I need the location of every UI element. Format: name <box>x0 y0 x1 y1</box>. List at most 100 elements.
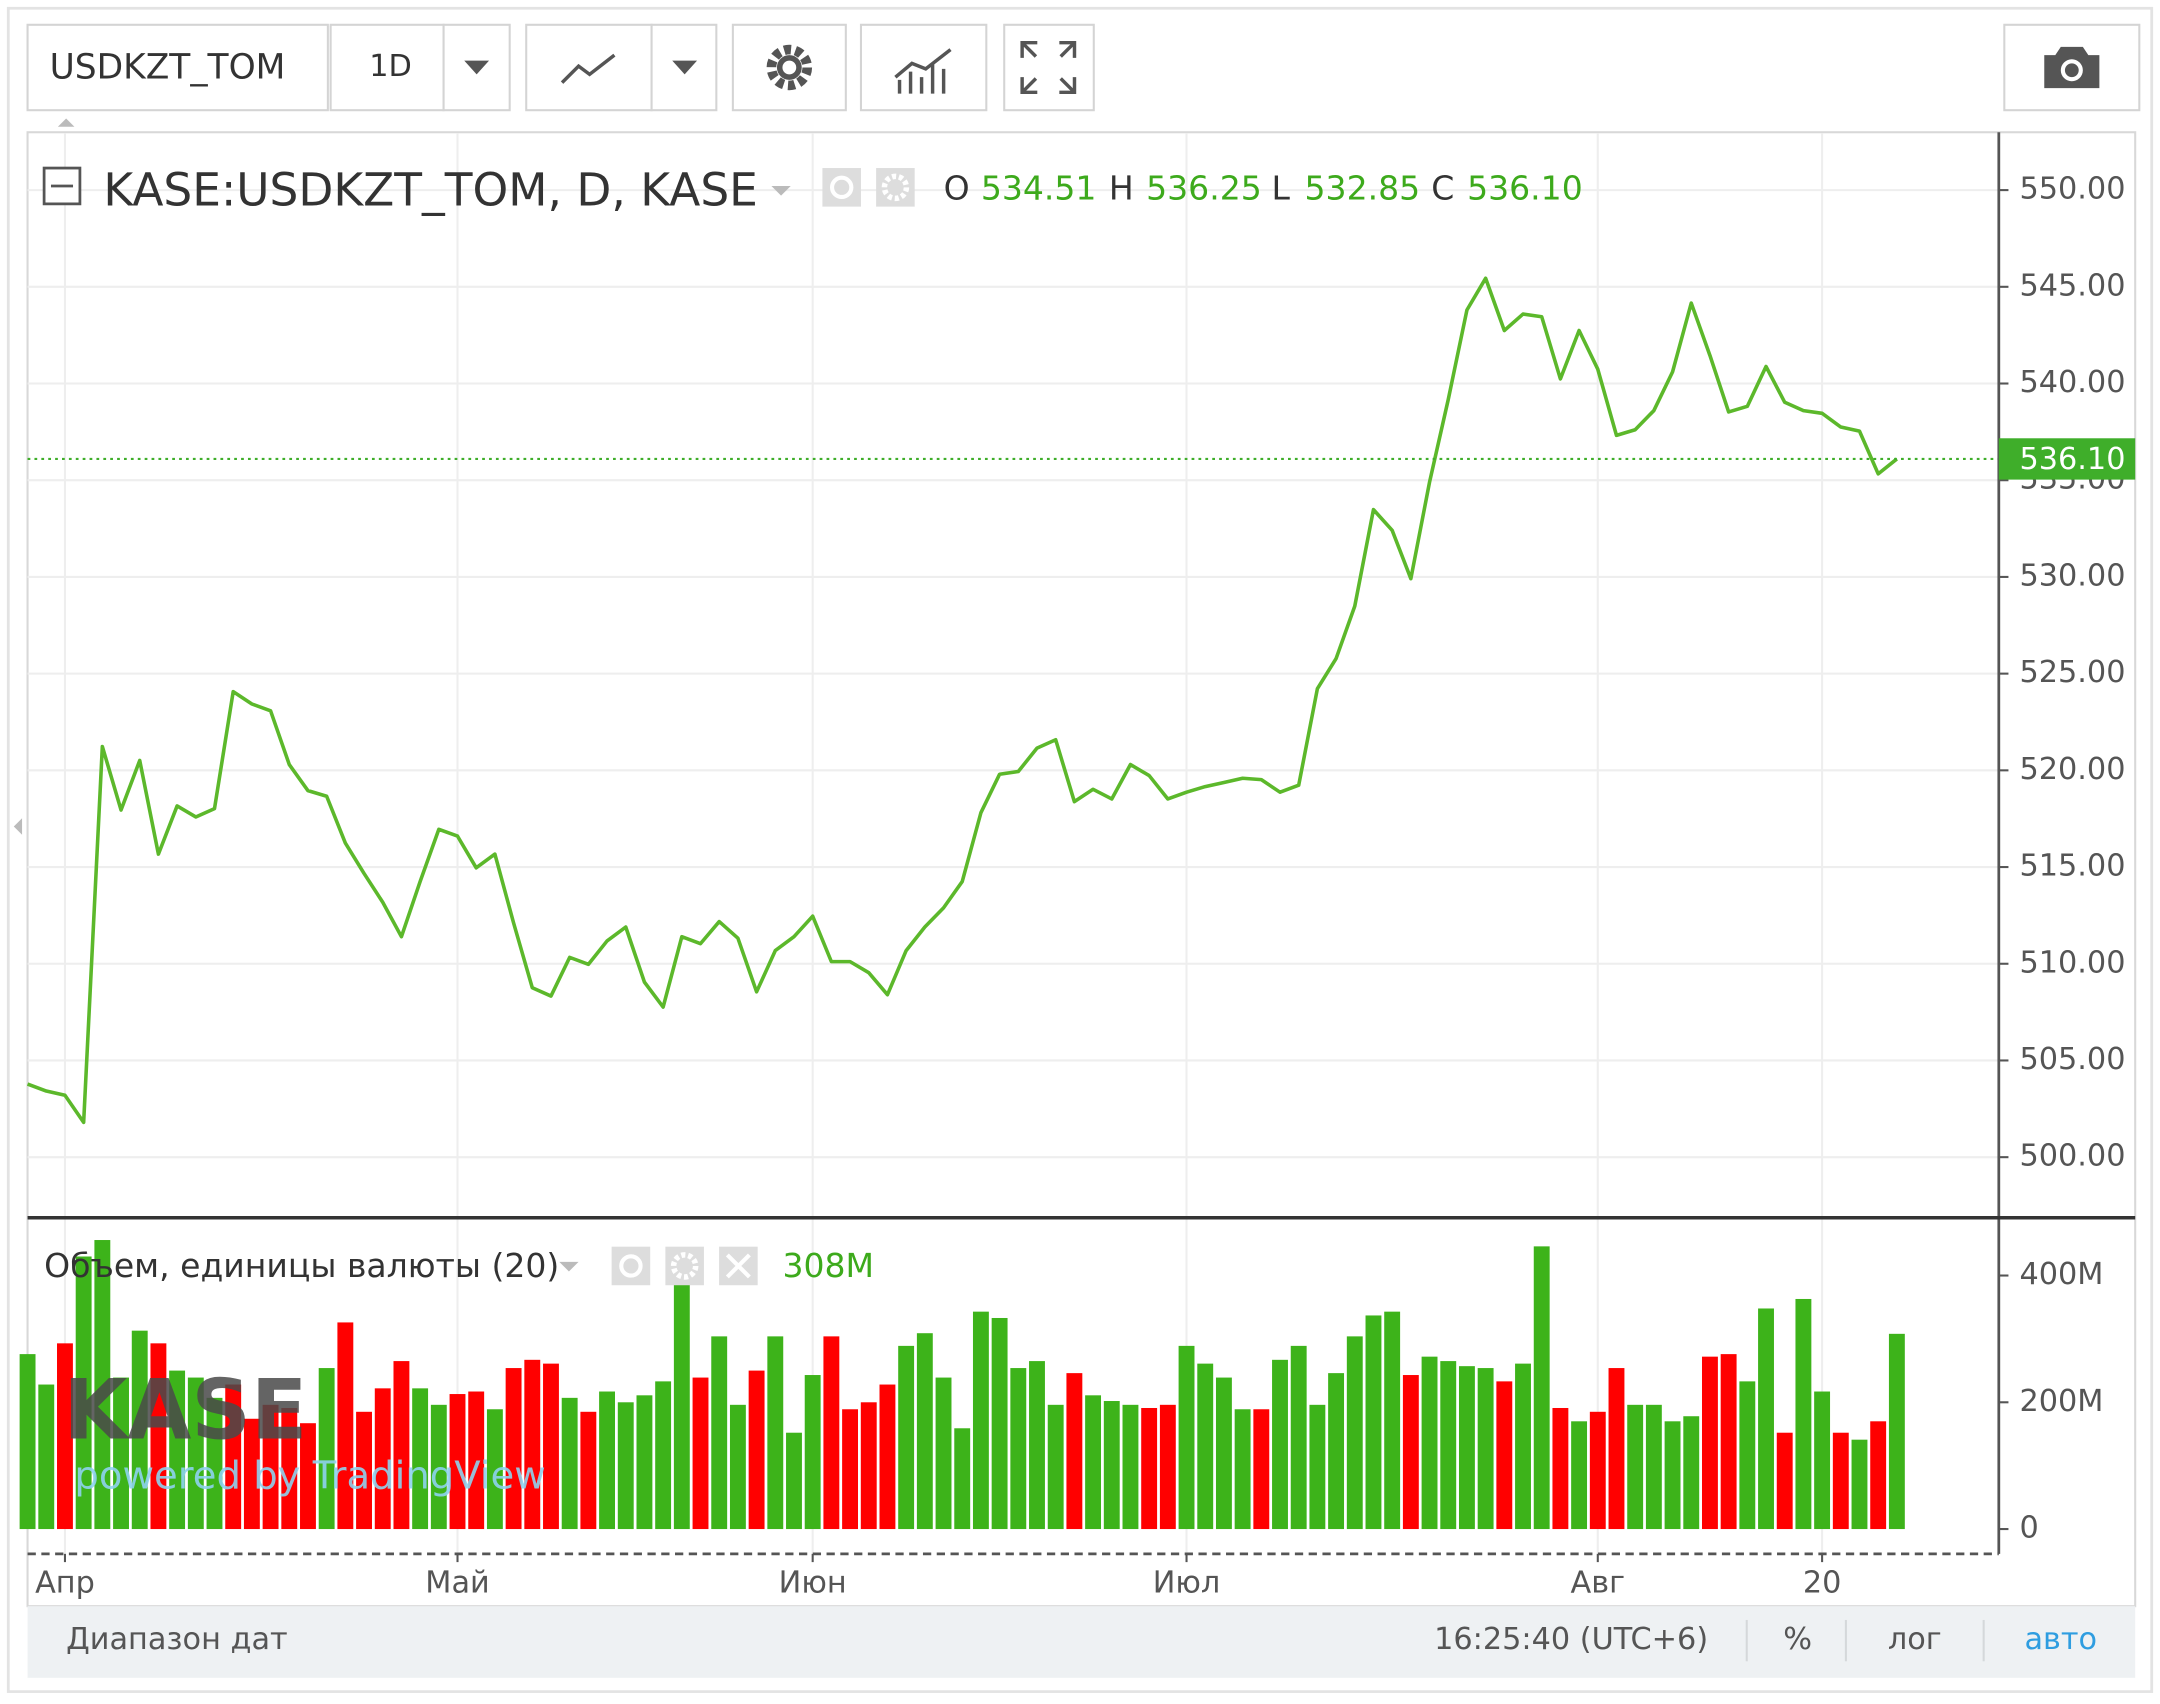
interval-button[interactable] <box>329 23 445 112</box>
volume-bar <box>318 1368 335 1530</box>
volume-bar <box>1477 1368 1494 1530</box>
volume-bar <box>1253 1409 1270 1530</box>
eye-icon <box>829 175 854 200</box>
y-tick-label: 200M <box>2019 1384 2103 1419</box>
legend-menu-arrow[interactable] <box>559 1261 579 1272</box>
camera-lens-inner <box>2064 63 2079 78</box>
volume-bar <box>842 1409 859 1530</box>
volume-bar <box>1627 1404 1644 1530</box>
volume-bar <box>1215 1377 1232 1530</box>
volume-bar <box>187 1377 204 1530</box>
chart-area <box>26 131 2137 1608</box>
volume-bar <box>1290 1345 1307 1530</box>
visibility-button[interactable] <box>822 168 861 207</box>
fullscreen-button[interactable] <box>1003 23 1095 112</box>
indicators-icon <box>894 48 952 94</box>
y-tick-label: 0 <box>2019 1511 2038 1546</box>
volume-legend: Объем, единицы валюты (20) 308M <box>44 1246 874 1286</box>
gear-icon <box>766 44 813 91</box>
volume-bar <box>1141 1407 1158 1530</box>
volume-bar <box>636 1395 653 1530</box>
volume-bar <box>1701 1356 1718 1530</box>
volume-bar <box>804 1375 821 1530</box>
volume-bar <box>524 1359 541 1530</box>
scroll-arrow <box>13 818 23 835</box>
volume-bar <box>300 1423 316 1530</box>
interval-text: 1D <box>369 49 412 84</box>
ohlc-label: L <box>1271 169 1290 208</box>
log-toggle[interactable]: лог <box>1888 1622 1942 1657</box>
percent-toggle[interactable]: % <box>1783 1622 1812 1657</box>
gear-icon <box>670 1252 699 1280</box>
volume-bar <box>1683 1416 1700 1530</box>
volume-bar <box>1085 1395 1102 1530</box>
y-tick-label: 545.00 <box>2019 268 2125 303</box>
series-title: KASE:USDKZT_TOM, D, KASE <box>103 163 758 216</box>
auto-toggle[interactable]: авто <box>2024 1622 2097 1657</box>
x-tick-label: Июн <box>779 1566 847 1601</box>
volume-bar <box>505 1368 522 1530</box>
volume-bar <box>786 1432 802 1530</box>
volume-bar <box>1832 1432 1849 1530</box>
date-range-button[interactable]: Диапазон дат <box>66 1622 288 1657</box>
volume-bar <box>75 1256 92 1530</box>
volume-bar <box>954 1428 971 1530</box>
y-tick-label: 540.00 <box>2019 365 2125 400</box>
volume-bar <box>374 1388 391 1530</box>
y-tick-label: 525.00 <box>2019 655 2125 690</box>
status-bar-background <box>27 1606 2136 1678</box>
y-tick-label: 510.00 <box>2019 945 2125 980</box>
volume-bar <box>1608 1368 1625 1530</box>
volume-bar <box>57 1343 73 1530</box>
volume-bar <box>1178 1345 1195 1530</box>
line-icon <box>560 53 616 84</box>
y-tick-label: 505.00 <box>2019 1042 2125 1077</box>
volume-bar <box>1234 1409 1251 1530</box>
volume-bar <box>991 1317 1008 1530</box>
volume-bar <box>150 1343 167 1530</box>
volume-bar <box>1159 1404 1176 1530</box>
legend-menu-arrow[interactable] <box>771 185 791 196</box>
volume-bar <box>729 1404 746 1530</box>
volume-bar <box>1533 1246 1550 1530</box>
scroll-arrow <box>57 118 75 127</box>
volume-bar <box>879 1384 896 1530</box>
volume-bar <box>1739 1381 1756 1530</box>
volume-bar <box>1328 1373 1345 1530</box>
volume-bar <box>1496 1381 1513 1530</box>
volume-bar <box>1720 1354 1737 1530</box>
volume-bar <box>935 1377 952 1530</box>
toolbar: USDKZT_TOM 1D <box>26 23 2141 112</box>
visibility-button[interactable] <box>611 1246 651 1286</box>
x-tick-label: Апр <box>35 1566 95 1601</box>
volume-bar <box>543 1363 559 1530</box>
volume-bar <box>94 1240 111 1530</box>
volume-bar <box>711 1336 728 1530</box>
volume-bar <box>430 1404 447 1530</box>
volume-bar <box>898 1345 915 1530</box>
volume-bar <box>1458 1366 1475 1530</box>
ohlc-value: 532.85 <box>1305 169 1421 208</box>
settings-button[interactable] <box>731 23 847 112</box>
volume-bar <box>1795 1298 1812 1530</box>
eye-icon <box>619 1254 643 1278</box>
symbol-button[interactable] <box>26 23 329 112</box>
volume-bar <box>262 1404 279 1530</box>
ohlc-value: 536.25 <box>1146 169 1262 208</box>
volume-bar <box>1272 1359 1288 1530</box>
volume-bar <box>225 1384 242 1530</box>
volume-bar <box>823 1336 840 1530</box>
volume-bar <box>972 1311 989 1530</box>
volume-bar <box>1440 1361 1457 1530</box>
volume-bar <box>337 1322 354 1530</box>
volume-bar <box>1851 1439 1868 1530</box>
symbol-text: USDKZT_TOM <box>50 47 286 87</box>
dropdown-arrow <box>672 60 698 75</box>
volume-title: Объем, единицы валюты (20) <box>44 1246 559 1285</box>
volume-bar <box>673 1278 690 1530</box>
volume-bar <box>1029 1361 1045 1530</box>
volume-bar <box>486 1409 503 1530</box>
volume-bar <box>916 1333 933 1530</box>
chart-style-button[interactable] <box>525 23 653 112</box>
